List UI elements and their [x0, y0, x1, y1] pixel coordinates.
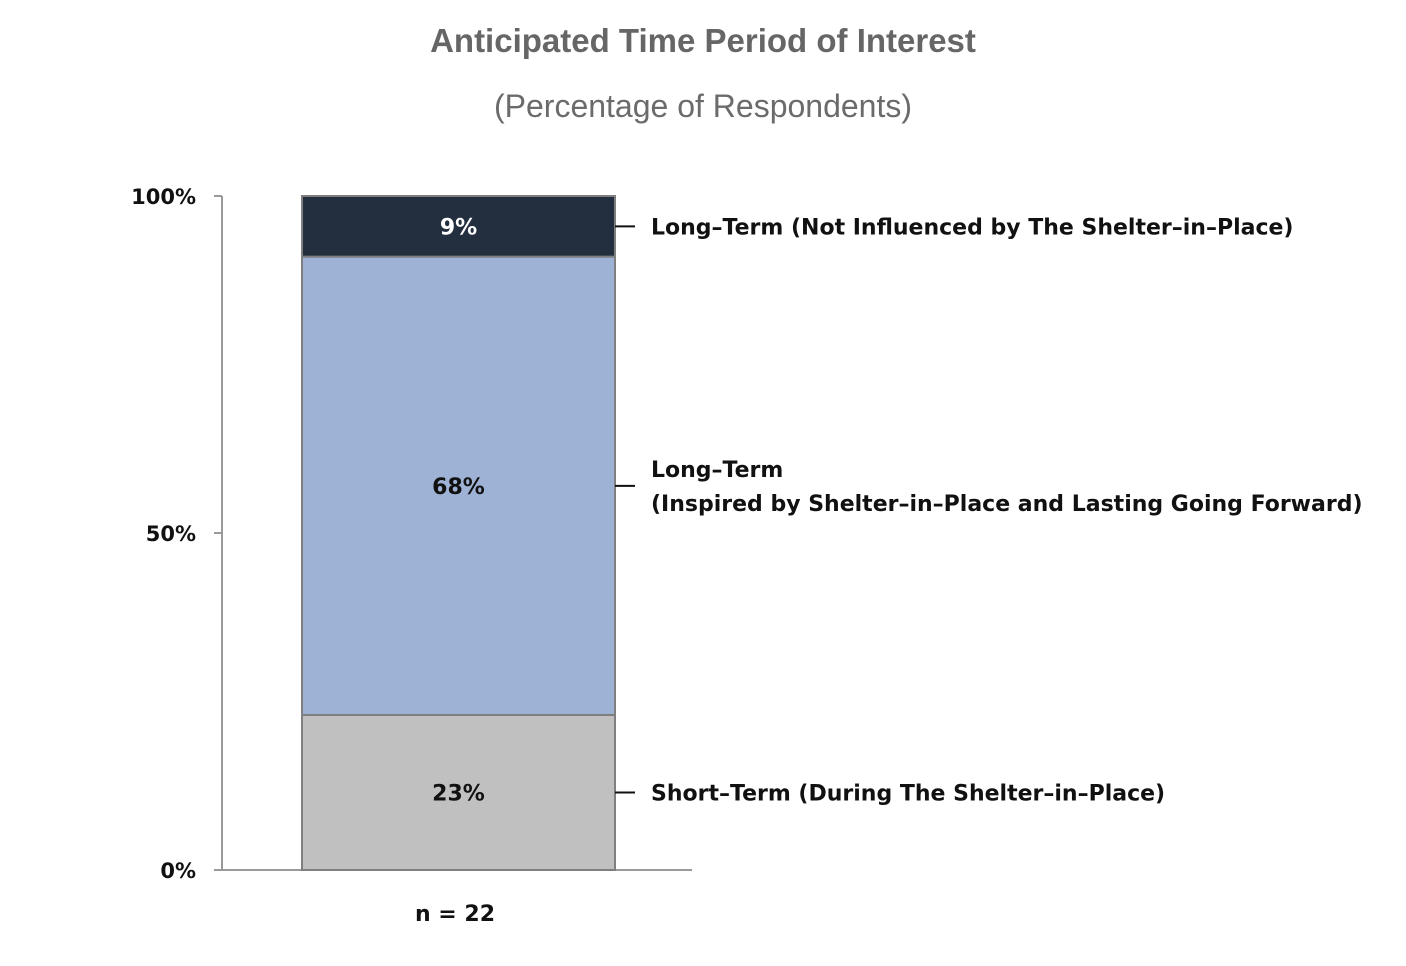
chart-subtitle: (Percentage of Respondents): [493, 88, 913, 124]
bar-segment: [301, 195, 616, 258]
x-axis-labels: n = 22: [415, 902, 495, 927]
series-label: Short–Term (During The Shelter–in–Place): [651, 781, 1165, 806]
series-label: Long–Term (Not Influenced by The Shelter…: [651, 215, 1294, 240]
bar-stack: 23% 68% 9%: [301, 195, 616, 871]
bar-segment: [301, 255, 616, 716]
data-label: 68%: [432, 475, 485, 500]
y-axis: 0% 50% 100%: [131, 185, 692, 883]
series-label: Long–Term: [651, 458, 783, 483]
y-tick-label: 100%: [131, 185, 196, 209]
series-label: (Inspired by Shelter–in–Place and Lastin…: [651, 492, 1363, 517]
bar-segment: [301, 713, 616, 871]
category-label: n = 22: [415, 902, 495, 927]
data-label: 23%: [432, 781, 485, 806]
y-tick-label: 50%: [146, 522, 196, 546]
y-tick-label: 0%: [160, 859, 196, 883]
chart-title: Anticipated Time Period of Interest: [430, 22, 976, 59]
data-label: 9%: [440, 215, 477, 240]
series-labels: Short–Term (During The Shelter–in–Place)…: [615, 215, 1363, 806]
